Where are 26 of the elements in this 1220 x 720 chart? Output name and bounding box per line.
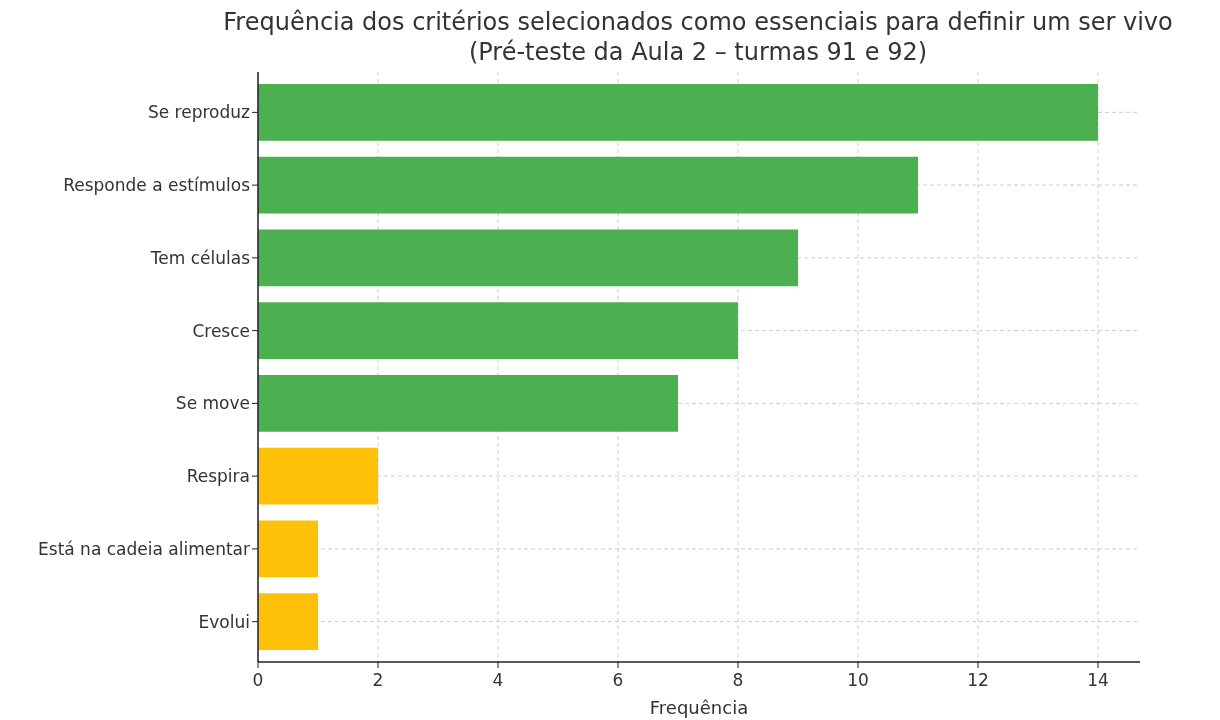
chart-title: Frequência dos critérios selecionados como essenciais para definir um ser vivo (Pré-teste da Aula 2 – turmas 91 e 92)	[223, 8, 1173, 66]
x-tick-label: 14	[1087, 670, 1109, 690]
y-tick-label: Responde a estímulos	[63, 175, 251, 196]
x-axis-title: Frequência	[649, 697, 749, 718]
x-tick-label: 10	[847, 670, 869, 690]
bar	[258, 156, 918, 214]
bar	[258, 302, 738, 359]
bar	[258, 229, 798, 287]
y-tick-label: Respira	[186, 466, 250, 487]
y-tick-label: Tem células	[149, 247, 251, 268]
x-tick-label: 6	[612, 670, 624, 690]
y-tick-label: Cresce	[192, 320, 250, 341]
x-tick-label: 0	[252, 670, 264, 690]
y-tick-label: Se move	[175, 393, 250, 414]
bar	[258, 520, 318, 578]
y-tick-label: Está na cadeia alimentar	[38, 538, 251, 559]
x-tick-label: 12	[967, 670, 989, 690]
x-tick-label: 2	[372, 670, 384, 690]
bar	[258, 375, 678, 432]
bar	[258, 447, 378, 505]
x-tick-label: 8	[732, 670, 744, 690]
bar	[258, 593, 318, 650]
y-tick-label: Evolui	[198, 611, 250, 632]
y-tick-label: Se reproduz	[147, 102, 251, 123]
x-tick-label: 4	[492, 670, 504, 690]
bar	[258, 84, 1098, 141]
